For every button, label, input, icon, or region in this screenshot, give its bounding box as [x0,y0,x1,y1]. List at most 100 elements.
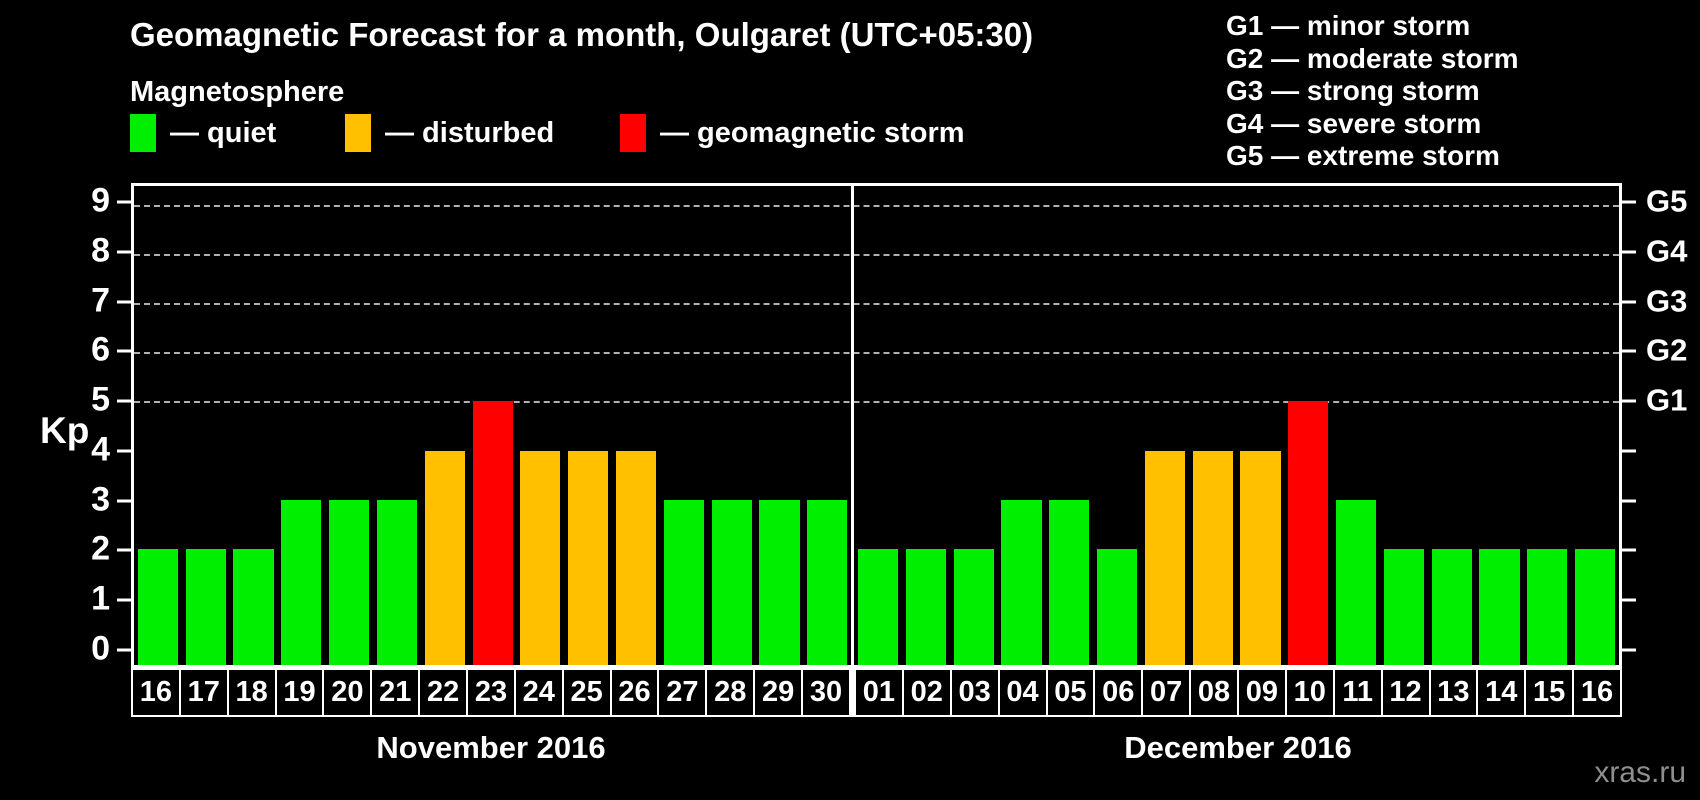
month-label-december: December 2016 [1124,730,1352,765]
date-box-26: 26 [609,668,660,717]
kp-tick-label-0: 0 [91,629,110,668]
kp-tick-label-5: 5 [91,380,110,419]
axis-tick-kp-0 [1622,648,1636,652]
date-box-01: 01 [854,668,904,717]
date-box-09: 09 [1237,668,1287,717]
g-legend-line-1: G1 — minor storm [1226,10,1471,41]
kp-tick-label-6: 6 [91,331,110,370]
month-bars-0 [134,186,851,665]
date-box-25: 25 [561,668,612,717]
kp-axis-labels: 0 1 2 3 4 5 6 7 8 9 [0,181,110,668]
axis-tick-kp-8 [1622,250,1636,254]
bar-slot-day-15 [1523,186,1571,665]
axis-tick-kp-2 [1622,548,1636,552]
kp-tick-label-9: 9 [91,181,110,220]
kp-bar-quiet-day-05 [1049,499,1090,665]
bar-slot-day-24 [517,186,565,665]
g-legend-line-2: G2 — moderate storm [1226,42,1519,74]
axis-tick-kp-6 [1622,349,1636,353]
kp-bar-quiet-day-15 [1527,548,1568,665]
kp-bar-disturbed-day-26 [615,450,657,665]
bar-slot-day-13 [1428,186,1476,665]
bar-slot-day-23 [469,186,517,665]
date-box-19: 19 [274,668,325,717]
date-box-13: 13 [1428,668,1479,717]
bar-slot-day-17 [182,186,230,665]
bar-slot-day-10 [1284,186,1332,665]
bar-slot-day-27 [660,186,708,665]
plot-area [131,183,1622,668]
kp-bar-quiet-day-01 [857,548,899,665]
axis-tick-kp-9 [1622,200,1636,204]
date-box-04: 04 [997,668,1048,717]
bar-slot-day-16 [1571,186,1619,665]
bar-slot-day-12 [1380,186,1428,665]
kp-bar-disturbed-day-24 [520,450,561,665]
kp-tick-label-3: 3 [91,480,110,519]
kp-tick-label-1: 1 [91,579,110,618]
g-axis-labels: G1 G2 G3 G4 G5 [1646,183,1700,668]
month-dates-1: 01 02 03 04 05 06 07 08 09 10 11 12 13 14 15 16 [854,668,1622,717]
g-scale-legend: G1 — minor storm G2 — moderate storm G3 — … [1226,10,1519,173]
magnetosphere-subtitle: Magnetosphere [130,76,345,108]
kp-bar-quiet-day-13 [1431,548,1472,665]
date-box-17: 17 [178,668,229,717]
disturbed-color-swatch [345,114,371,152]
magnetosphere-legend: — quiet — disturbed — geomagnetic storm [130,114,1090,158]
xras-watermark: xras.ru [1594,756,1686,789]
bar-slot-day-06 [1093,186,1141,665]
storm-color-swatch [620,114,646,152]
g-legend-line-5: G5 — extreme storm [1226,140,1500,171]
g-legend-line-3: G3 — strong storm [1226,75,1480,106]
date-box-16: 16 [131,668,181,717]
kp-bar-quiet-day-12 [1383,548,1425,665]
date-box-30: 30 [801,668,851,717]
axis-tick-kp-3 [1622,499,1636,503]
kp-tick-label-8: 8 [91,231,110,270]
axis-tick-kp-0 [117,648,131,652]
bar-slot-day-22 [421,186,469,665]
axis-tick-kp-7 [1622,300,1636,303]
kp-bar-quiet-day-21 [376,499,418,665]
g-level-label-G4: G4 [1646,232,1688,268]
legend-item-quiet: — quiet [130,114,276,152]
g-axis-ticks-right [1622,183,1636,668]
axis-tick-kp-4 [117,449,131,453]
date-row-divider [851,668,854,717]
bar-slot-day-14 [1476,186,1524,665]
bar-slot-day-09 [1237,186,1285,665]
month-bars-1 [854,186,1619,665]
axis-tick-kp-4 [1622,449,1636,453]
kp-bar-quiet-day-04 [1001,499,1042,665]
bar-slot-day-30 [803,186,851,665]
g-level-label-G2: G2 [1646,332,1688,368]
quiet-color-swatch [130,114,156,152]
legend-label-quiet: — quiet [170,116,277,149]
kp-bar-quiet-day-03 [953,548,994,665]
bar-slot-day-05 [1045,186,1093,665]
axis-tick-kp-8 [117,250,131,254]
date-box-03: 03 [949,668,1000,717]
gridline-kp-5 [134,401,1619,404]
bar-slot-day-21 [373,186,421,665]
bar-slot-day-29 [756,186,804,665]
legend-label-disturbed: — disturbed [385,116,555,149]
bar-slot-day-08 [1189,186,1237,665]
kp-bar-quiet-day-19 [281,499,322,665]
axis-tick-kp-7 [117,300,131,303]
kp-tick-label-7: 7 [91,281,110,320]
date-box-10: 10 [1284,668,1335,717]
g-level-label-G1: G1 [1646,382,1688,418]
kp-bar-disturbed-day-25 [568,450,609,665]
date-box-20: 20 [322,668,373,717]
bar-slot-day-28 [708,186,756,665]
date-box-23: 23 [466,668,516,717]
kp-bar-quiet-day-06 [1096,548,1138,665]
gridline-kp-8 [134,253,1619,256]
kp-bar-quiet-day-02 [905,548,946,665]
gridline-kp-9 [134,204,1619,207]
g-legend-line-4: G4 — severe storm [1226,107,1482,139]
bar-slot-day-18 [230,186,278,665]
bars [134,186,1619,665]
